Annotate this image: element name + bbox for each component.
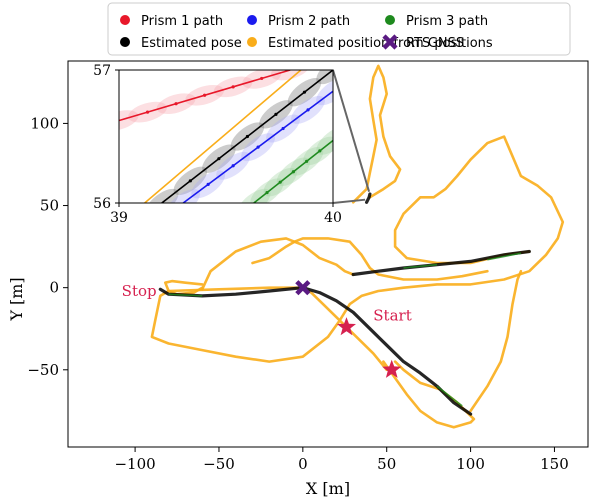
series-line-4	[382, 360, 476, 429]
inset-line-1	[144, 70, 302, 203]
x-axis-label: X [m]	[306, 479, 350, 498]
annotation-label-0: Start	[373, 307, 411, 325]
legend-label-0: Prism 1 path	[141, 14, 223, 29]
inset-point-4-4	[305, 159, 309, 163]
inset-point-3-2	[231, 164, 235, 168]
rts-marker-0	[295, 280, 311, 296]
legend-label-5: RTS positions	[406, 36, 493, 51]
x-tick-label-4: 100	[456, 455, 485, 473]
y-tick-label-3: 100	[30, 114, 59, 132]
series-group	[150, 64, 565, 429]
x-tick-label-3: 50	[377, 455, 396, 473]
inset-plot: 39 40 56 57	[93, 63, 371, 226]
legend-marker-1	[247, 15, 257, 25]
series-line-2	[469, 269, 523, 413]
inset-ellipse-0-6	[270, 70, 310, 81]
series-line-5	[164, 279, 204, 296]
inset-point-3-3	[256, 145, 260, 149]
inset-point-0-4	[231, 85, 235, 89]
inset-content	[119, 70, 333, 203]
y-tick-label-1: 0	[49, 279, 59, 297]
inset-point-2-2	[217, 157, 221, 161]
legend-label-2: Prism 3 path	[406, 14, 488, 29]
inset-y-tick-label-0: 56	[93, 196, 111, 212]
inset-connector-top	[332, 69, 371, 192]
series-line-1	[251, 237, 489, 281]
x-tick-label-2: 0	[298, 455, 308, 473]
legend-box	[107, 2, 571, 56]
x-tick-label-5: 150	[540, 455, 569, 473]
y-tick-label-0: −50	[27, 361, 59, 379]
inset-point-2-5	[302, 90, 307, 94]
inset-point-3-5	[306, 108, 310, 112]
legend-marker-2	[385, 15, 395, 25]
legend-label-4: Estimated position from GNSS	[268, 36, 464, 51]
legend-marker-3	[120, 37, 130, 47]
x-tick-label-0: −100	[114, 455, 155, 473]
inset-x-tick-label-1: 40	[324, 210, 342, 226]
inset-point-0-3	[203, 93, 207, 97]
inset-x-tick-label-0: 39	[110, 210, 128, 226]
inset-ellipse-0-0	[119, 110, 139, 131]
series-line-3	[200, 237, 355, 291]
inset-point-2-1	[188, 179, 192, 183]
axes-frame	[67, 60, 589, 448]
series-line-0	[150, 135, 565, 372]
inset-point-4-5	[318, 149, 322, 153]
inset-point-4-1	[265, 190, 269, 195]
annotation-star-2	[336, 317, 356, 336]
inset-y-tick-label-1: 57	[93, 63, 111, 79]
inset-frame	[118, 69, 334, 204]
y-axis-label: Y [m]	[7, 277, 26, 321]
inset-point-4-3	[291, 170, 296, 174]
inset-point-4-2	[278, 180, 282, 184]
inset-connector-bottom	[332, 198, 366, 204]
legend-marker-4	[247, 37, 257, 47]
legend-label-3: Estimated pose	[141, 36, 242, 51]
prism-accent-0	[168, 293, 203, 297]
x-tick-label-1: −50	[203, 455, 235, 473]
inset-point-0-1	[145, 110, 150, 114]
rts-marker-x	[295, 280, 311, 296]
y-tick-label-2: 50	[40, 197, 59, 215]
inset-point-2-3	[245, 134, 249, 139]
legend-marker-0	[120, 15, 130, 25]
series-line-6	[351, 64, 402, 204]
legend-label-1: Prism 2 path	[268, 14, 350, 29]
annotation-star-3	[382, 359, 402, 378]
annotation-label-1: Stop	[122, 282, 157, 300]
series-line-7	[158, 286, 473, 416]
inset-point-0-5	[260, 76, 264, 81]
legend-marker-5	[382, 34, 398, 50]
inset-point-3-1	[206, 182, 210, 186]
inset-point-3-4	[281, 126, 285, 131]
legend: Prism 1 path Prism 2 path Prism 3 path Esti…	[107, 2, 571, 56]
prism-accent-3	[436, 385, 463, 407]
inset-point-0-2	[174, 102, 178, 106]
prism-accent-1	[403, 263, 438, 269]
inset-area	[119, 70, 333, 203]
prism-accent-2	[487, 252, 522, 261]
inset-point-2-4	[274, 112, 278, 116]
series-line-9	[365, 192, 372, 204]
